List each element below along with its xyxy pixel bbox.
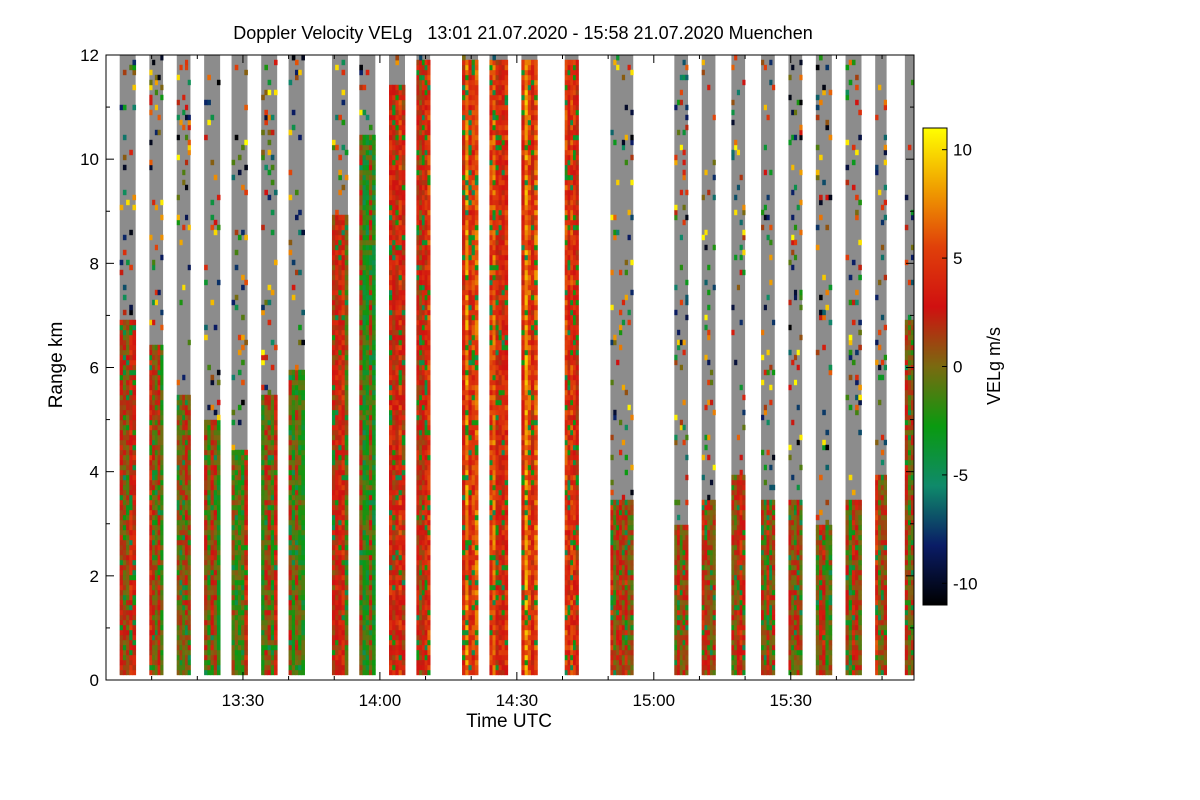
scan-column xyxy=(489,55,509,676)
scan-column xyxy=(261,55,278,676)
x-tick-label: 14:30 xyxy=(496,691,539,710)
y-tick-label: 6 xyxy=(90,359,99,378)
scan-column xyxy=(610,55,634,676)
scan-column xyxy=(462,55,479,676)
scan-column xyxy=(288,55,305,676)
colorbar-tick-label: -5 xyxy=(953,466,968,485)
scan-column xyxy=(761,55,776,676)
y-tick-label: 10 xyxy=(80,150,99,169)
colorbar-tick-label: 5 xyxy=(953,249,962,268)
scan-column xyxy=(359,55,376,676)
scan-column xyxy=(389,55,406,676)
y-tick-label: 4 xyxy=(90,463,99,482)
x-tick-label: 14:00 xyxy=(359,691,402,710)
scan-column xyxy=(674,55,689,676)
scan-column xyxy=(564,55,579,676)
scan-column xyxy=(731,55,746,676)
y-axis-label: Range km xyxy=(46,322,67,409)
x-tick-label: 13:30 xyxy=(222,691,265,710)
scan-column xyxy=(149,55,164,676)
x-axis-label: Time UTC xyxy=(466,711,552,732)
colorbar-tick-label: -10 xyxy=(953,574,978,593)
scan-column xyxy=(231,55,248,676)
scan-column xyxy=(204,55,221,676)
y-tick-label: 12 xyxy=(80,46,99,65)
colorbar-ticks: 10 5 0 -5 -10 xyxy=(942,141,978,593)
scan-column xyxy=(845,55,862,676)
scan-column xyxy=(521,55,538,676)
scan-column xyxy=(176,55,191,676)
colorbar-tick-label: 10 xyxy=(953,141,972,160)
scan-column xyxy=(815,55,833,676)
x-axis: 13:30 14:00 14:30 15:00 15:30 xyxy=(151,55,883,710)
plot-area xyxy=(119,55,914,676)
scan-column xyxy=(416,55,431,676)
y-axis: 0 2 4 6 8 10 12 xyxy=(80,46,914,690)
y-tick-label: 8 xyxy=(90,254,99,273)
y-tick-label: 2 xyxy=(90,567,99,586)
x-tick-label: 15:00 xyxy=(633,691,676,710)
chart-title: Doppler Velocity VELg 13:01 21.07.2020 -… xyxy=(233,23,812,43)
scan-column xyxy=(701,55,716,676)
scan-column xyxy=(788,55,803,676)
colorbar-label: VELg m/s xyxy=(984,327,1004,405)
scan-column xyxy=(119,55,137,676)
colorbar-tick-label: 0 xyxy=(953,358,962,377)
scan-column xyxy=(904,55,914,676)
y-tick-label: 0 xyxy=(90,671,99,690)
scan-column xyxy=(331,55,349,676)
x-tick-label: 15:30 xyxy=(769,691,812,710)
scan-column xyxy=(875,55,888,676)
